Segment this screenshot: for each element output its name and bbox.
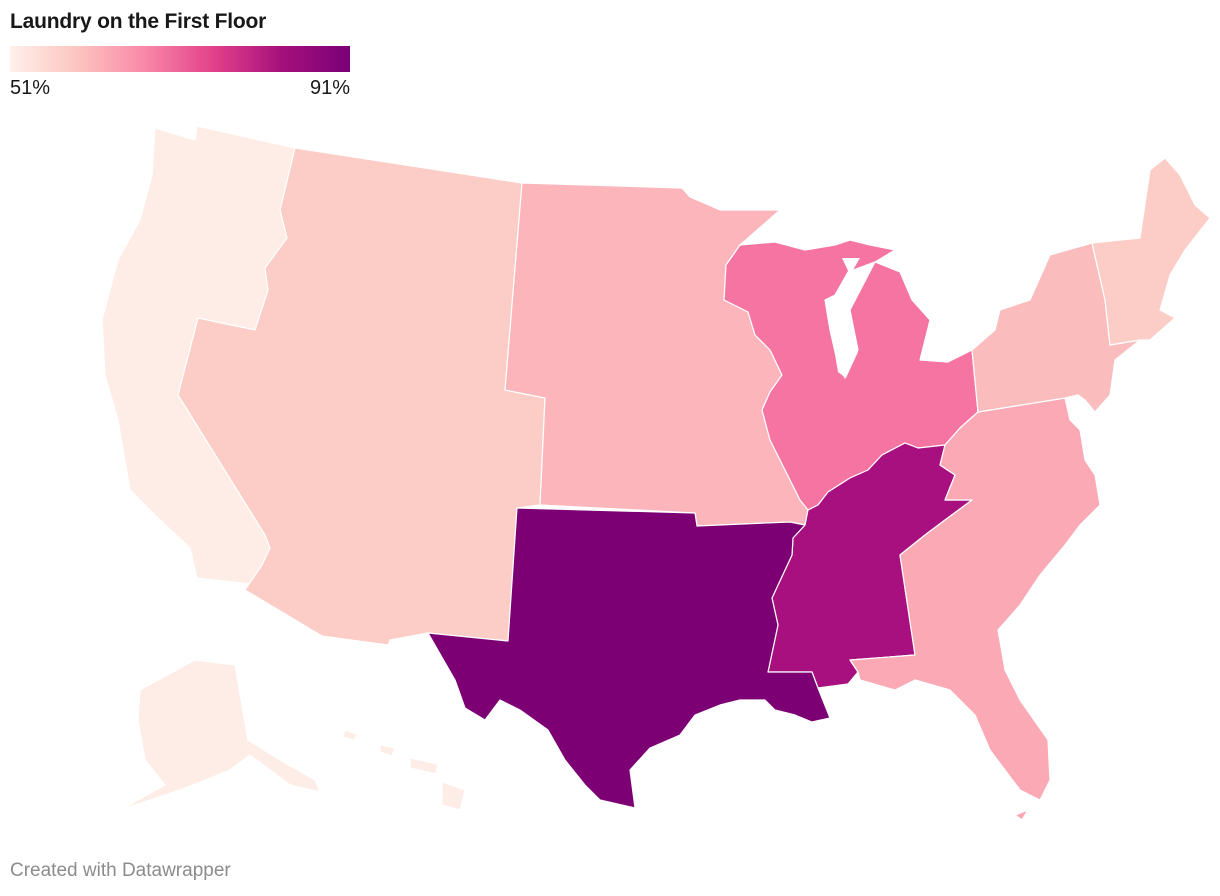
datawrapper-credit: Created with Datawrapper — [10, 860, 231, 881]
chart-title: Laundry on the First Floor — [10, 10, 267, 33]
us-map — [101, 125, 1211, 821]
legend-max-label: 91% — [309, 77, 350, 99]
region-south-atlantic[interactable] — [849, 397, 1101, 821]
region-west-south-central[interactable] — [427, 507, 831, 809]
region-west-north-central[interactable] — [504, 182, 811, 527]
region-east-north-central[interactable] — [723, 239, 979, 511]
legend-min-label: 51% — [10, 77, 51, 99]
region-new-england[interactable] — [1091, 157, 1211, 346]
legend-color-bar — [10, 46, 350, 72]
